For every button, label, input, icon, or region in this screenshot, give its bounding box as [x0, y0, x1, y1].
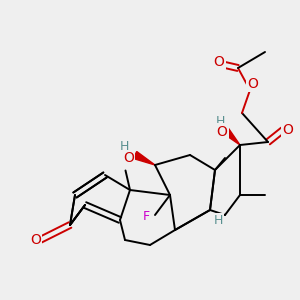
Text: H: H: [120, 140, 129, 152]
Text: O: O: [282, 123, 293, 137]
Text: O: O: [217, 124, 227, 139]
Text: O: O: [214, 55, 224, 69]
Text: F: F: [142, 210, 150, 223]
Text: H: H: [216, 115, 225, 128]
Text: O: O: [123, 151, 134, 165]
Text: H: H: [213, 214, 223, 226]
Text: O: O: [248, 77, 258, 91]
Polygon shape: [222, 127, 240, 145]
Text: O: O: [30, 233, 41, 247]
Polygon shape: [133, 152, 155, 165]
